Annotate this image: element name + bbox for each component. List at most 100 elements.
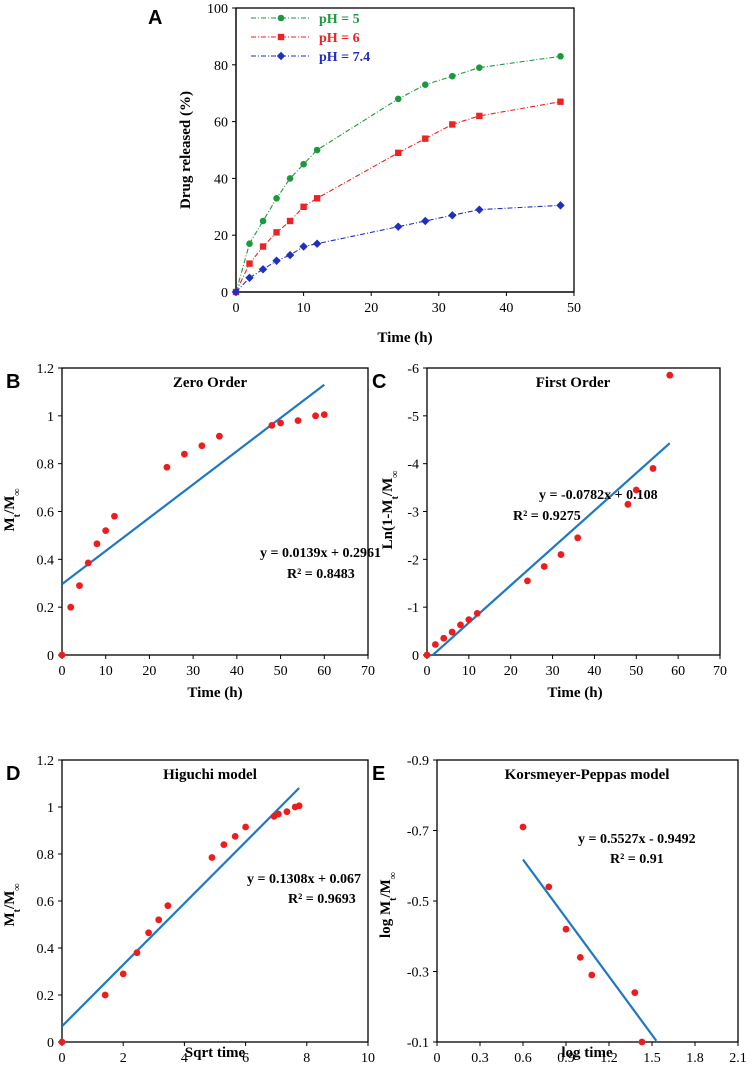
x-tick-label: 60 — [317, 664, 331, 679]
data-point — [231, 832, 239, 840]
data-point — [320, 411, 328, 419]
fit-r-squared: R² = 0.9693 — [288, 892, 356, 907]
data-point — [313, 146, 321, 154]
x-axis-title: Sqrt time — [185, 1045, 246, 1061]
legend-marker — [277, 33, 285, 41]
x-tick-label: 40 — [499, 301, 513, 316]
x-tick-label: 50 — [567, 301, 581, 316]
data-point — [163, 463, 171, 471]
x-tick-label: 8 — [303, 1051, 310, 1066]
x-axis-title: log time — [561, 1045, 613, 1061]
data-point — [93, 540, 101, 548]
data-point — [67, 603, 75, 611]
data-point — [286, 175, 294, 182]
legend-marker — [277, 14, 285, 22]
legend-label: pH = 6 — [319, 31, 360, 46]
data-point — [394, 222, 403, 231]
data-point — [58, 1038, 66, 1046]
x-tick-label: 30 — [546, 664, 560, 679]
data-point — [246, 240, 253, 248]
data-point — [111, 512, 118, 520]
data-point — [448, 628, 456, 636]
x-tick-label: 10 — [297, 301, 311, 316]
data-point — [421, 81, 429, 88]
x-tick-label: 0.6 — [514, 1051, 532, 1066]
x-tick-label: 0 — [424, 664, 431, 679]
data-point — [524, 577, 531, 585]
plot-frame — [61, 367, 369, 656]
y-tick-label: -4 — [407, 458, 419, 473]
y-axis-title: Drug released (%) — [178, 91, 194, 209]
x-axis-title: Time (h) — [377, 330, 432, 346]
panel-letter-e: E — [372, 763, 385, 785]
data-point — [245, 273, 254, 282]
trendline — [62, 787, 300, 1028]
data-point — [208, 854, 216, 861]
panel-letter-c: C — [372, 371, 386, 393]
x-tick-label: 50 — [629, 664, 643, 679]
y-axis-title-part: t — [388, 897, 399, 901]
legend-marker — [276, 51, 286, 61]
x-tick-label: 0 — [434, 1051, 441, 1066]
x-tick-label: 30 — [186, 664, 200, 679]
data-point — [449, 121, 456, 128]
data-point — [259, 243, 267, 250]
data-point — [102, 527, 110, 535]
series-line-2 — [235, 204, 561, 293]
data-point — [666, 371, 674, 379]
data-point — [272, 256, 281, 265]
data-point — [277, 419, 284, 427]
data-point — [268, 422, 276, 429]
x-tick-label: 20 — [504, 664, 518, 679]
panel-letter-b: B — [6, 371, 20, 393]
data-point — [519, 823, 527, 831]
panel-letter-d: D — [6, 763, 20, 785]
data-point — [556, 201, 565, 210]
chart-title: Korsmeyer-Peppas model — [505, 767, 670, 783]
chart-title: Zero Order — [173, 375, 248, 391]
y-tick-label: 60 — [214, 116, 228, 131]
fit-r-squared: R² = 0.8483 — [287, 567, 355, 582]
data-point — [164, 902, 172, 910]
y-axis-title-part: /M — [2, 496, 18, 515]
data-point — [313, 195, 321, 202]
data-point — [562, 925, 570, 933]
x-tick-label: 2.1 — [729, 1051, 747, 1066]
x-tick-label: 0.9 — [557, 1051, 575, 1066]
y-axis-title-part: ∞ — [388, 872, 399, 879]
legend-label: pH = 7.4 — [319, 50, 370, 65]
data-point — [181, 450, 188, 458]
fit-r-squared: R² = 0.91 — [610, 852, 664, 867]
y-tick-label: 0.4 — [37, 553, 55, 568]
data-point — [465, 616, 473, 624]
x-tick-label: 0 — [59, 1051, 66, 1066]
y-axis-title-part: /M — [378, 879, 394, 898]
trendline — [62, 383, 325, 586]
x-tick-label: 10 — [462, 664, 476, 679]
y-tick-label: 0.6 — [37, 895, 55, 910]
data-point — [299, 242, 308, 251]
data-point — [258, 265, 268, 274]
data-point — [557, 551, 565, 558]
data-point — [632, 486, 640, 494]
data-point — [259, 217, 267, 225]
y-axis-title-part: t — [12, 908, 23, 912]
x-tick-label: 2 — [120, 1051, 127, 1066]
data-point — [576, 954, 584, 961]
chart-title: Higuchi model — [163, 767, 257, 783]
y-tick-label: -5 — [407, 410, 419, 425]
y-tick-label: -0.1 — [407, 1036, 429, 1051]
panel-letter-a: A — [148, 7, 162, 29]
data-point — [145, 929, 152, 937]
plot-frame — [436, 759, 739, 1043]
x-tick-label: 4 — [181, 1051, 188, 1066]
data-point — [557, 98, 564, 105]
series-line-1 — [235, 101, 561, 293]
y-axis-title-part: M — [2, 912, 18, 926]
y-axis-title-part: Ln(1-M — [380, 499, 396, 549]
plot-frame — [235, 7, 575, 293]
y-tick-label: 0 — [412, 649, 419, 664]
data-point — [476, 64, 483, 71]
fit-equation: y = -0.0782x + 0.108 — [539, 488, 658, 503]
